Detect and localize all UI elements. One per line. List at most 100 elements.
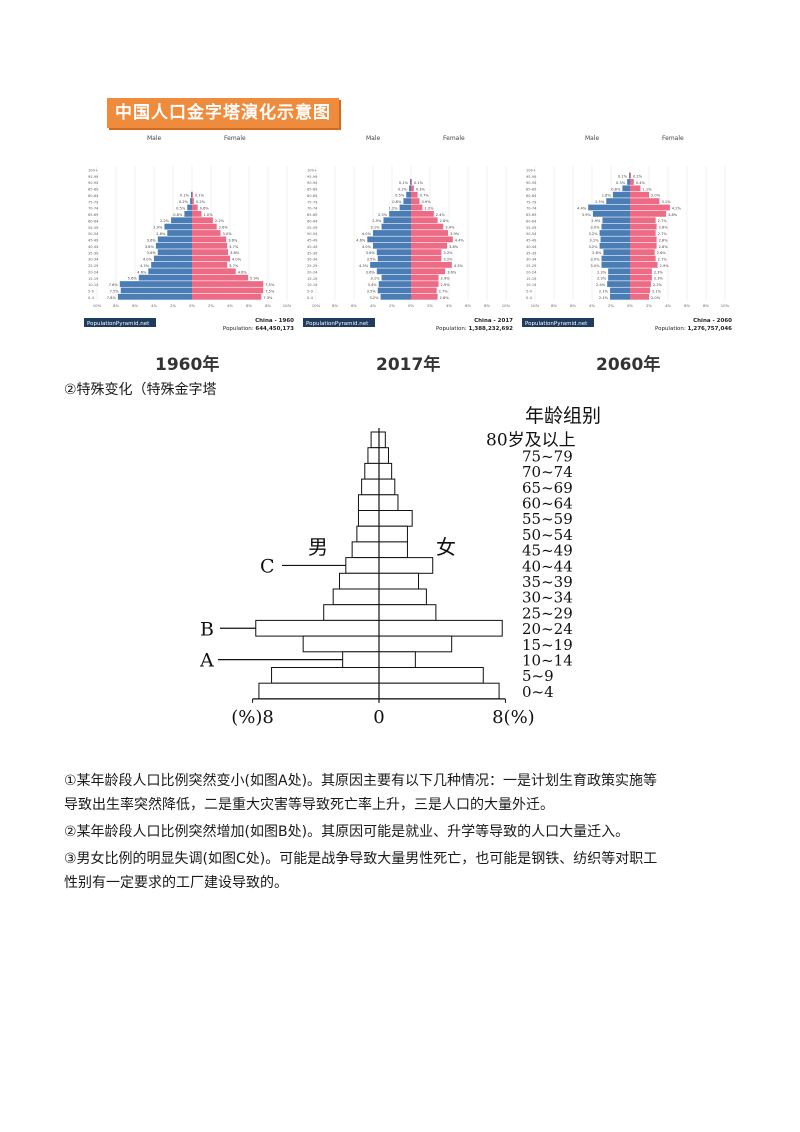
male-value-label: 0.5% — [395, 194, 405, 198]
male-value-label: 3.9% — [582, 213, 592, 217]
male-header: Male — [366, 135, 381, 142]
site-badge — [84, 318, 156, 327]
male-bar — [601, 223, 630, 230]
female-bar — [378, 478, 396, 496]
male-bar — [154, 255, 192, 262]
male-value-label: 3.6% — [366, 251, 376, 255]
age-tick: 25-29 — [88, 264, 99, 268]
female-bar — [192, 191, 193, 198]
female-bar — [192, 204, 198, 211]
female-value-label: 2.3% — [654, 277, 664, 281]
female-bar — [411, 204, 423, 211]
male-value-label: 4.0% — [362, 232, 372, 236]
female-bar — [378, 447, 389, 464]
x-tick: 10% — [93, 303, 102, 308]
female-bar — [630, 236, 657, 243]
male-bar — [373, 230, 411, 236]
female-value-label: 2.9% — [441, 283, 451, 287]
age-label: 75~79 — [522, 447, 573, 465]
female-bar — [378, 572, 419, 590]
age-tick: 15-19 — [526, 277, 537, 281]
x-tick: 0% — [408, 303, 414, 308]
female-bar — [192, 230, 221, 236]
age-tick: 30-34 — [88, 258, 99, 262]
female-bar — [630, 242, 657, 249]
male-value-label: 2.9% — [153, 226, 163, 230]
male-bar — [603, 249, 630, 256]
male-bar — [345, 557, 380, 574]
female-bar — [411, 242, 448, 249]
female-value-label: 3.6% — [228, 238, 238, 242]
male-bar — [599, 230, 630, 236]
age-tick: 70-74 — [526, 207, 537, 211]
male-value-label: 3.0% — [590, 258, 600, 262]
female-value-label: 3.2% — [443, 251, 453, 255]
male-bar — [610, 293, 630, 300]
female-bar — [378, 525, 408, 543]
male-value-label: 0.2% — [179, 200, 189, 204]
female-bar — [411, 179, 412, 185]
male-value-label: 7.8% — [107, 296, 117, 300]
x-tick: 8% — [551, 303, 557, 308]
age-tick: 55-59 — [526, 226, 537, 230]
age-tick: 25-29 — [526, 264, 537, 268]
banner-title: 中国人口金字塔演化示意图 — [107, 98, 339, 128]
age-label: 10~14 — [522, 652, 573, 670]
female-bar — [192, 281, 264, 287]
age-tick: 95-99 — [307, 175, 318, 179]
age-tick: 50-54 — [88, 232, 99, 236]
female-value-label: 4.0% — [232, 258, 242, 262]
age-tick: 85-89 — [307, 188, 318, 192]
male-value-label: 3.2% — [588, 245, 598, 249]
female-bar — [192, 249, 229, 256]
age-label: 15~19 — [522, 636, 573, 654]
age-group-title: 年龄组别 — [525, 405, 601, 427]
x-tick: 8% — [703, 303, 709, 308]
age-tick: 0-4 — [88, 296, 95, 300]
country-year: China - 1960 — [255, 318, 294, 324]
x-tick: 0% — [189, 303, 195, 308]
female-value-label: 2.8% — [659, 245, 669, 249]
x-tick: 2% — [208, 303, 214, 308]
age-tick: 80-84 — [526, 194, 537, 198]
male-value-label: 3.2% — [588, 232, 598, 236]
male-value-label: 0.1% — [399, 181, 409, 185]
age-tick: 5-9 — [307, 290, 314, 294]
age-tick: 5-9 — [88, 290, 95, 294]
female-value-label: 2.4% — [436, 213, 446, 217]
age-tick: 90-94 — [526, 181, 537, 185]
age-tick: 90-94 — [307, 181, 318, 185]
male-value-label: 2.3% — [597, 270, 607, 274]
male-value-label: 2.9% — [591, 219, 601, 223]
population-label: Population: — [655, 326, 688, 332]
male-value-label: 2.8% — [592, 251, 602, 255]
male-bar — [332, 588, 380, 606]
male-value-label: 3.6% — [147, 251, 157, 255]
female-value-label: 2.7% — [658, 232, 668, 236]
year-label-2060: 2060年 — [596, 355, 661, 375]
age-label: 20~24 — [522, 620, 573, 638]
female-value-label: 3.6% — [447, 270, 457, 274]
female-value-label: 2.7% — [439, 289, 449, 293]
age-tick: 75-79 — [526, 200, 537, 204]
male-header: Male — [585, 135, 600, 142]
female-value-label: 0.3% — [416, 187, 426, 191]
male-bar — [602, 217, 630, 224]
x-tick: 0% — [627, 303, 633, 308]
male-bar — [629, 172, 630, 179]
x-tick: 8% — [332, 303, 338, 308]
male-bar — [367, 236, 411, 243]
female-bar — [411, 210, 434, 217]
age-tick: 60-64 — [88, 219, 99, 223]
male-value-label: 0.8% — [173, 213, 183, 217]
age-label: 50~54 — [522, 526, 573, 544]
female-value-label: 0.1% — [195, 194, 205, 198]
female-bar — [192, 287, 264, 294]
age-tick: 10-14 — [307, 283, 318, 287]
site-name: PopulationPyramid.net — [306, 321, 369, 327]
male-bar — [258, 682, 380, 700]
female-value-label: 3.7% — [229, 245, 239, 249]
male-value-label: 2.6% — [156, 232, 166, 236]
age-tick: 60-64 — [526, 219, 537, 223]
male-bar — [610, 287, 630, 294]
